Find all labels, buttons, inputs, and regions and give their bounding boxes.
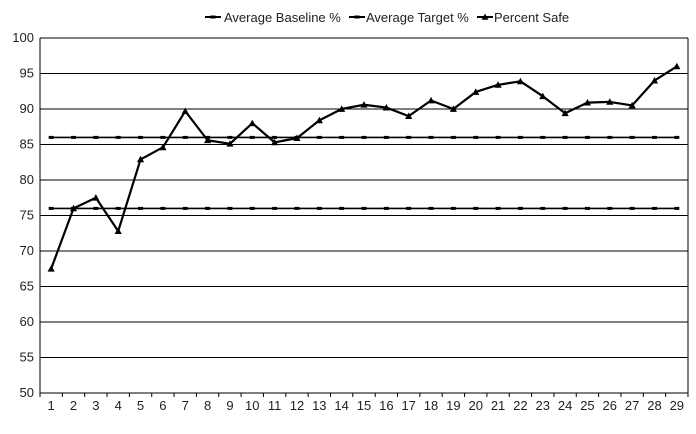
legend-item-percent-safe: Percent Safe xyxy=(477,10,569,25)
x-tick-label: 28 xyxy=(647,398,661,413)
gridlines xyxy=(39,37,689,394)
data-point xyxy=(673,62,681,70)
data-point xyxy=(338,105,346,112)
data-point xyxy=(449,105,457,112)
x-axis: 1 2 3 4 5 6 7 8 9 10 11 12 13 14 15 16 17 18 19 20 21 22 23 24 2… xyxy=(39,393,689,413)
x-tick-label: 25 xyxy=(580,398,594,413)
data-point xyxy=(427,96,435,104)
legend-item-average-baseline: Average Baseline % xyxy=(205,10,341,25)
x-tick-label: 24 xyxy=(558,398,572,413)
x-tick-label: 29 xyxy=(670,398,684,413)
x-tick-label: 4 xyxy=(115,398,122,413)
y-tick-label: 75 xyxy=(20,208,34,223)
y-tick-label: 100 xyxy=(12,30,34,45)
y-tick-label: 95 xyxy=(20,66,34,81)
y-tick-label: 90 xyxy=(20,101,34,116)
legend-item-average-target: Average Target % xyxy=(349,10,469,25)
x-tick-label: 26 xyxy=(603,398,617,413)
data-point xyxy=(248,119,256,127)
data-point xyxy=(606,98,614,105)
x-tick-label: 14 xyxy=(334,398,348,413)
y-tick-label: 70 xyxy=(20,243,34,258)
data-point xyxy=(516,77,525,85)
data-point xyxy=(136,155,145,163)
x-tick-label: 23 xyxy=(536,398,550,413)
x-tick-label: 8 xyxy=(204,398,211,413)
x-tick-label: 7 xyxy=(182,398,189,413)
data-point xyxy=(405,112,413,119)
data-point xyxy=(382,103,390,111)
data-point xyxy=(360,101,368,108)
data-point xyxy=(271,138,279,146)
x-tick-label: 5 xyxy=(137,398,144,413)
x-tick-label: 9 xyxy=(226,398,233,413)
data-point xyxy=(181,107,189,115)
x-tick-label: 3 xyxy=(92,398,99,413)
y-tick-label: 50 xyxy=(20,385,34,400)
x-tick-label: 13 xyxy=(312,398,326,413)
y-tick-label: 80 xyxy=(20,172,34,187)
data-point xyxy=(628,101,636,109)
x-tick-label: 10 xyxy=(245,398,259,413)
data-point xyxy=(293,134,301,141)
x-tick-label: 18 xyxy=(424,398,438,413)
data-point xyxy=(159,143,167,151)
legend-label: Average Baseline % xyxy=(224,10,341,25)
x-tick-label: 22 xyxy=(513,398,527,413)
legend: Average Baseline % Average Target % Percen… xyxy=(205,10,569,25)
data-point xyxy=(539,92,547,100)
data-point xyxy=(114,227,122,234)
series-percent-safe xyxy=(47,62,681,272)
data-point xyxy=(47,265,55,272)
legend-label: Average Target % xyxy=(366,10,469,25)
y-tick-label: 85 xyxy=(20,137,34,152)
x-tick-label: 11 xyxy=(268,398,282,413)
x-tick-label: 21 xyxy=(491,398,505,413)
x-tick-label: 2 xyxy=(70,398,77,413)
x-tick-label: 19 xyxy=(446,398,460,413)
y-tick-label: 65 xyxy=(20,279,34,294)
x-tick-label: 1 xyxy=(48,398,55,413)
data-point xyxy=(203,136,212,144)
series-line-percent-safe xyxy=(50,65,678,270)
data-point xyxy=(315,116,323,124)
data-point xyxy=(472,88,480,95)
legend-marker-triangle xyxy=(481,13,489,20)
y-tick-label: 60 xyxy=(20,314,34,329)
x-tick-label: 12 xyxy=(290,398,304,413)
data-point xyxy=(583,99,592,106)
data-point xyxy=(226,140,234,147)
x-tick-label: 6 xyxy=(159,398,166,413)
data-point xyxy=(69,204,78,212)
y-tick-label: 55 xyxy=(20,350,34,365)
x-tick-label: 16 xyxy=(379,398,393,413)
data-point xyxy=(561,109,569,117)
x-tick-label: 27 xyxy=(625,398,639,413)
data-point xyxy=(92,194,100,201)
data-point xyxy=(494,81,502,88)
x-tick-label: 17 xyxy=(401,398,415,413)
x-tick-label: 15 xyxy=(357,398,371,413)
x-tick-label: 20 xyxy=(468,398,482,413)
legend-label: Percent Safe xyxy=(494,10,569,25)
series-layer xyxy=(47,62,681,272)
y-axis: 50 55 60 65 70 75 80 85 90 95 100 xyxy=(12,30,34,400)
data-point xyxy=(650,77,659,84)
